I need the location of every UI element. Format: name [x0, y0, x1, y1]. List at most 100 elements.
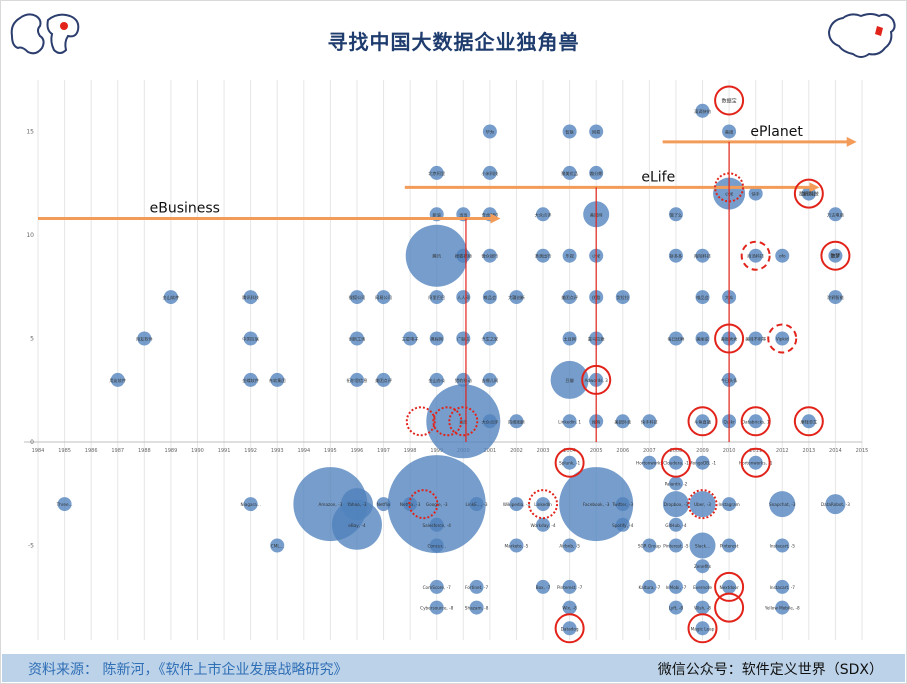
- bubble-label: 大众点评: [535, 211, 553, 218]
- data-bubble: [775, 248, 790, 263]
- data-bubble: [828, 290, 843, 305]
- bubble-label: 四维图新: [508, 418, 525, 425]
- bubble-label: Wix, -8: [562, 606, 577, 611]
- bubble-label: 货拉拉: [616, 294, 629, 301]
- data-bubble: [243, 497, 258, 512]
- bubble-label: Instacart, -7: [770, 585, 796, 590]
- x-tick-label: 1991: [218, 448, 231, 454]
- x-tick-label: 2009: [696, 448, 709, 454]
- bubble-label: 土豆网: [563, 336, 576, 343]
- data-bubble: [615, 497, 630, 512]
- bubble-label: 搜狐公司: [349, 294, 366, 301]
- data-bubble: [668, 207, 683, 222]
- data-bubble: [270, 372, 285, 387]
- source-text: 资料来源： 陈新河，《软件上市企业发展战略研究》: [28, 662, 348, 678]
- highlight-circle: [793, 178, 824, 209]
- era-arrow-head: [846, 136, 857, 147]
- data-bubble: [562, 248, 577, 263]
- bubble-label: 陌陌科技: [694, 253, 712, 260]
- data-bubble: [429, 165, 444, 180]
- bubble-label: ComScore, -7: [423, 585, 451, 590]
- bubble-label: Concur...: [427, 544, 445, 549]
- bubble-label: Uber, -3: [694, 502, 711, 507]
- bubble-label: eBay, -4: [348, 523, 366, 528]
- data-bubble: [536, 517, 551, 532]
- data-bubble: [775, 600, 790, 615]
- bubble-label: Wish, -8: [694, 606, 711, 611]
- x-tick-label: 1984: [32, 448, 45, 454]
- bubble-label: 每日优鲜: [668, 336, 686, 343]
- bubble-label: 美丽说: [696, 336, 709, 343]
- data-bubble: [376, 290, 391, 305]
- x-tick-label: 2003: [537, 448, 550, 454]
- bubble-label: Magic Leap: [691, 626, 715, 631]
- data-bubble: [456, 331, 471, 346]
- highlight-circle: [793, 406, 824, 437]
- bubble-label: Amazon, -3: [319, 502, 343, 507]
- data-bubble: [695, 331, 710, 346]
- data-bubble: [662, 491, 689, 518]
- data-bubble: [562, 600, 577, 615]
- bubble-label: 滴滴出行: [535, 253, 552, 260]
- data-bubble: [769, 491, 796, 518]
- era-arrow-head: [490, 213, 501, 224]
- bubble-label: 大疆创新: [508, 294, 525, 301]
- data-bubble: [137, 331, 152, 346]
- data-bubble: [536, 497, 551, 512]
- highlight-circle: [405, 406, 436, 437]
- bubble-label: Marketo, -5: [505, 544, 529, 549]
- data-bubble: [429, 290, 444, 305]
- bubble-label: Twitter, -3: [611, 502, 633, 507]
- y-tick-label: 0: [30, 439, 34, 446]
- x-tick-label: 1986: [85, 448, 98, 454]
- data-bubble: [243, 290, 258, 305]
- bubble-label: 摩拜单车: [800, 418, 817, 425]
- bubble-label: LinkedIn: [534, 502, 552, 507]
- x-tick-label: 2010: [723, 448, 736, 454]
- bubble-label: 北京阿里: [428, 170, 445, 177]
- data-bubble: [748, 455, 763, 470]
- data-bubble: [775, 579, 790, 594]
- data-bubble: [695, 290, 710, 305]
- bubble-label: 东软集团: [269, 377, 286, 384]
- x-tick-label: 1988: [138, 448, 151, 454]
- data-bubble: [642, 455, 657, 470]
- highlight-circle: [714, 172, 745, 203]
- data-bubble: [509, 497, 524, 512]
- data-bubble: [482, 372, 497, 387]
- bubble-label: CML...: [271, 544, 284, 549]
- data-bubble: [340, 488, 373, 521]
- bubble-label: Yellow Mobile, -8: [764, 606, 800, 611]
- data-bubble: [536, 579, 551, 594]
- data-bubble: [387, 455, 486, 554]
- highlight-circle: [581, 364, 612, 395]
- highlight-circle: [408, 489, 439, 520]
- data-bubble: [562, 414, 577, 429]
- bubble-label: 创新工场: [349, 336, 366, 343]
- data-bubble: [482, 165, 497, 180]
- bubble-label: Nextdoor: [719, 585, 739, 590]
- bubble-label: 百度: [459, 418, 468, 425]
- data-bubble: [668, 517, 683, 532]
- bubble-label: 涂鸦智能: [827, 294, 845, 301]
- data-bubble: [748, 186, 763, 201]
- bubble-label: Kaltura, -7: [638, 585, 660, 590]
- highlight-circle: [448, 406, 479, 437]
- world-map-icon: [10, 13, 80, 55]
- bubble-label: DataRobot, -3: [821, 502, 850, 507]
- bubble-label: 华为: [486, 129, 494, 136]
- data-bubble: [550, 360, 589, 399]
- data-bubble: [376, 372, 391, 387]
- data-bubble: [426, 384, 501, 459]
- wechat-text: 微信公众号：软件定义世界（SDX）: [657, 662, 883, 678]
- x-tick-label: 1989: [165, 448, 178, 454]
- highlight-circle: [714, 592, 745, 623]
- bubble-label: 豆瓣: [565, 377, 574, 384]
- highlight-circle: [687, 406, 718, 437]
- bubble-label: 腾讯: [433, 253, 442, 260]
- data-bubble: [615, 290, 630, 305]
- bubble-label: 奇虎360: [482, 211, 499, 218]
- data-bubble: [57, 497, 72, 512]
- data-bubble: [748, 414, 763, 429]
- bubble-label: Splunk, -1: [559, 461, 580, 466]
